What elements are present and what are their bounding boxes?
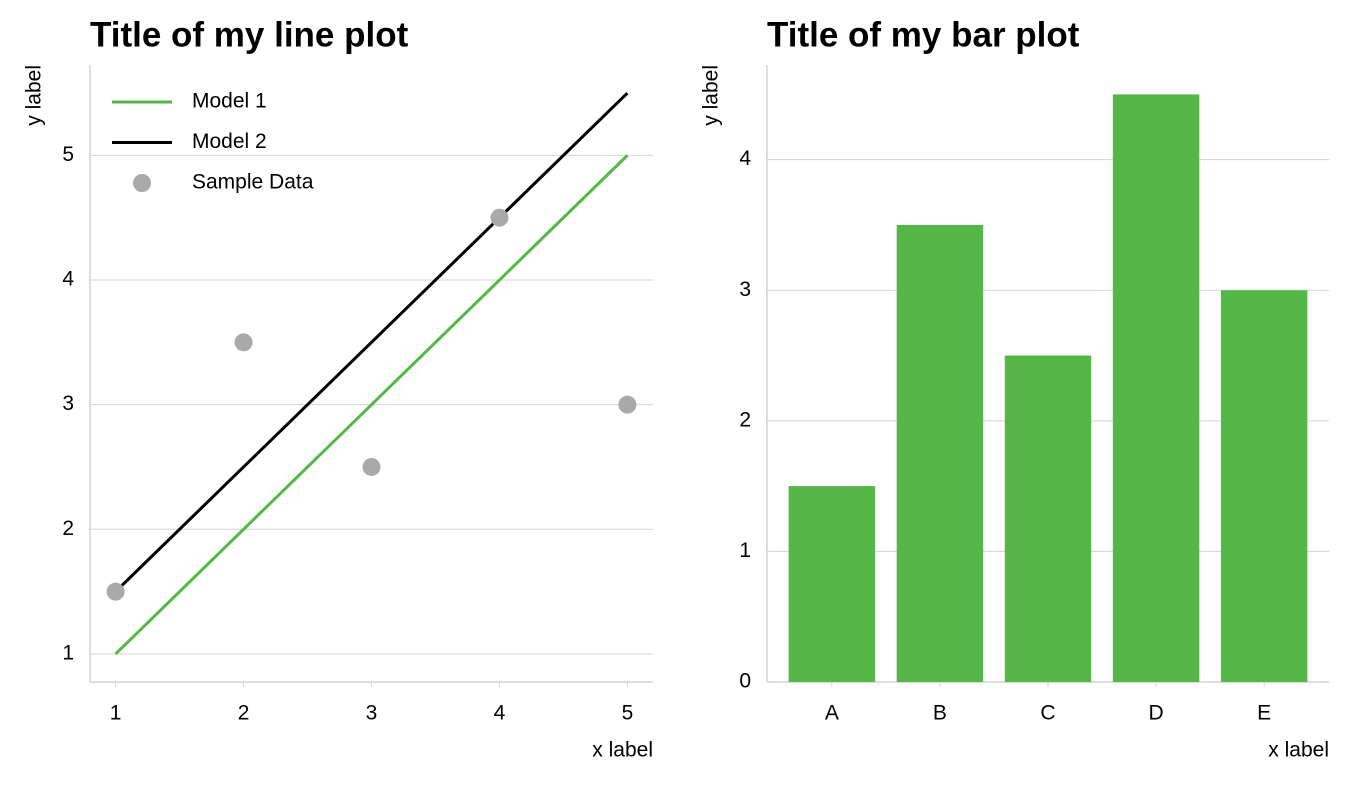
x-tick-label: 1 xyxy=(110,702,122,725)
x-tick-label: D xyxy=(1148,702,1163,725)
chart-title: Title of my bar plot xyxy=(767,15,1080,54)
y-tick-label: 1 xyxy=(62,642,74,665)
x-axis-label: x label xyxy=(592,739,653,762)
line xyxy=(114,91,629,593)
y-tick-label: 3 xyxy=(739,278,751,301)
y-tick-label: 1 xyxy=(739,539,751,562)
legend-label: Model 2 xyxy=(192,130,267,153)
x-tick-label: 3 xyxy=(366,702,378,725)
x-tick-label: E xyxy=(1257,702,1271,725)
x-tick-label: 2 xyxy=(238,702,250,725)
y-axis-label: y label xyxy=(700,65,723,126)
y-tick-label: 4 xyxy=(739,147,751,170)
legend-label: Model 1 xyxy=(192,90,267,113)
legend-label: Sample Data xyxy=(192,171,314,194)
bar xyxy=(788,486,876,682)
point xyxy=(234,333,253,352)
y-tick-label: 5 xyxy=(62,143,74,166)
bar xyxy=(1220,290,1308,682)
y-tick-label: 0 xyxy=(739,670,751,693)
chart-title: Title of my line plot xyxy=(90,15,409,54)
legend-swatch xyxy=(133,174,151,192)
x-tick-label: B xyxy=(933,702,947,725)
y-tick-label: 2 xyxy=(739,408,751,431)
x-tick-label: 5 xyxy=(622,702,634,725)
x-axis-label: x label xyxy=(1268,739,1329,762)
y-tick-label: 3 xyxy=(62,392,74,415)
bar xyxy=(1112,94,1200,682)
line xyxy=(114,154,629,656)
point xyxy=(490,208,509,227)
point xyxy=(106,582,125,601)
y-axis-label: y label xyxy=(23,65,46,126)
y-tick-label: 2 xyxy=(62,517,74,540)
point xyxy=(362,457,381,476)
x-tick-label: 4 xyxy=(494,702,506,725)
x-tick-label: C xyxy=(1040,702,1055,725)
x-tick-label: A xyxy=(825,702,839,725)
y-tick-label: 4 xyxy=(62,268,74,291)
bar xyxy=(896,224,984,683)
point xyxy=(618,395,637,414)
bar xyxy=(1004,355,1092,682)
